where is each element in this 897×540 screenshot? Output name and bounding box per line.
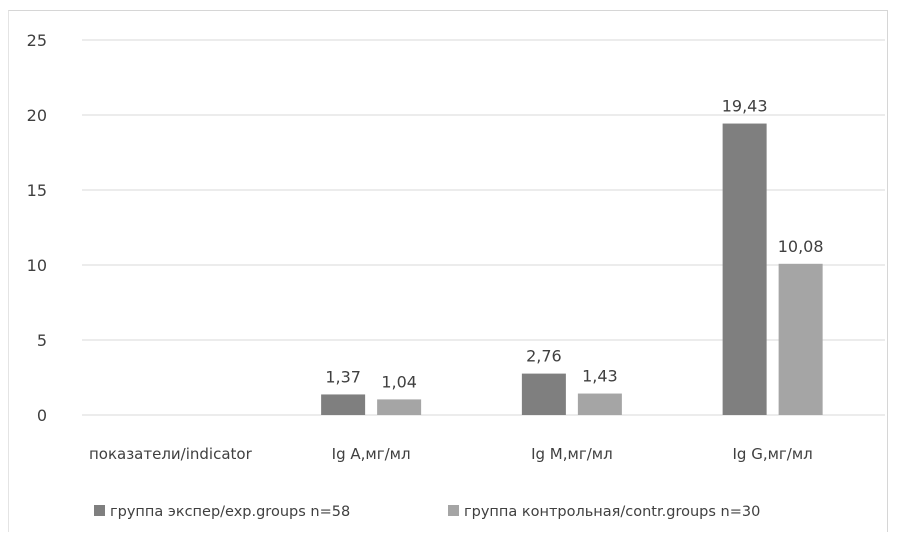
x-category-label: Ig A,мг/мл: [332, 445, 411, 463]
legend-label-exp: группа экспер/exp.groups n=58: [110, 504, 350, 520]
data-label: 2,76: [526, 347, 562, 366]
y-tick-label: 10: [27, 256, 47, 275]
bar-contr: [577, 393, 622, 415]
x-axis-categories: показатели/indicator Ig A,мг/мл Ig M,мг/мл…: [89, 445, 813, 463]
bar-exp: [722, 123, 767, 416]
data-label: 1,43: [582, 367, 618, 386]
y-tick-label: 5: [37, 331, 47, 350]
legend-label-contr: группа контрольная/contr.groups n=30: [464, 504, 760, 520]
bar-contr: [377, 399, 422, 415]
chart-frame: [8, 10, 888, 532]
data-label: 1,04: [381, 372, 417, 391]
y-tick-label: 20: [27, 106, 47, 125]
bars: [321, 123, 823, 416]
legend-swatch-exp: [94, 505, 105, 516]
legend-swatch-contr: [448, 505, 459, 516]
bar-exp: [321, 394, 366, 415]
bar-exp: [521, 373, 566, 415]
y-tick-label: 15: [27, 181, 47, 200]
x-category-label: Ig M,мг/мл: [531, 445, 613, 463]
data-label: 19,43: [722, 97, 768, 116]
y-tick-label: 25: [27, 31, 47, 50]
gridlines: [82, 39, 885, 416]
y-axis-ticks: 0 5 10 15 20 25: [27, 31, 47, 425]
x-category-label: показатели/indicator: [89, 445, 253, 463]
y-tick-label: 0: [37, 406, 47, 425]
data-labels: 1,37 1,04 2,76 1,43 19,43 10,08: [325, 97, 823, 392]
data-label: 1,37: [325, 367, 361, 386]
x-category-label: Ig G,мг/мл: [732, 445, 812, 463]
legend: группа экспер/exp.groups n=58 группа кон…: [94, 504, 760, 520]
data-label: 10,08: [778, 237, 824, 256]
bar-contr: [778, 263, 823, 415]
